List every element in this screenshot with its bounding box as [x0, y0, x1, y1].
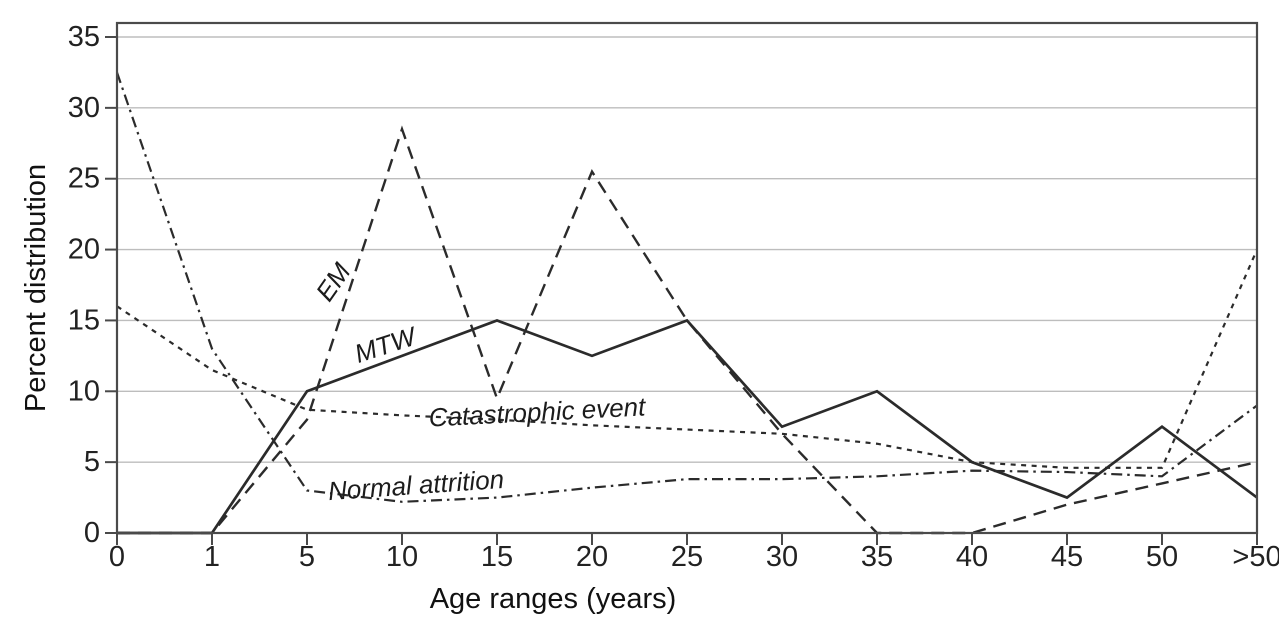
- y-tick-label-30: 30: [68, 92, 100, 124]
- y-tick-label-20: 20: [68, 234, 100, 266]
- y-tick-label-10: 10: [68, 375, 100, 407]
- plot-frame: [115, 21, 1259, 535]
- x-tick-label-0: 0: [109, 541, 125, 573]
- x-tick-label-15: 15: [481, 541, 513, 573]
- y-tick-label-0: 0: [84, 517, 100, 549]
- series-line-em: [117, 125, 1258, 535]
- x-tick-label-1: 1: [204, 541, 220, 573]
- y-tick-label-25: 25: [68, 163, 100, 195]
- series-label-normal-attrition: Normal attrition: [327, 464, 505, 506]
- x-tick-label-50: 50: [1146, 541, 1178, 573]
- series-label-em: EM: [310, 257, 357, 306]
- x-tick-label-35: 35: [861, 541, 893, 573]
- x-tick-label-20: 20: [576, 541, 608, 573]
- x-axis-title: Age ranges (years): [430, 583, 677, 615]
- x-tick-label--50: >50: [1232, 541, 1279, 573]
- series-line-catastrophic-event: [116, 249, 1259, 469]
- y-tick-label-15: 15: [68, 304, 100, 336]
- series-line-mtw: [117, 318, 1258, 535]
- y-tick-label-5: 5: [84, 446, 100, 478]
- y-tick-label-35: 35: [68, 21, 100, 53]
- x-tick-label-5: 5: [299, 541, 315, 573]
- series-line-normal-attrition: [115, 72, 1258, 503]
- x-tick-label-25: 25: [671, 541, 703, 573]
- x-tick-label-30: 30: [766, 541, 798, 573]
- x-tick-label-40: 40: [956, 541, 988, 573]
- x-tick-label-45: 45: [1051, 541, 1083, 573]
- x-tick-label-10: 10: [386, 541, 418, 573]
- grid-layer: [117, 36, 1257, 463]
- y-axis-title: Percent distribution: [20, 164, 52, 412]
